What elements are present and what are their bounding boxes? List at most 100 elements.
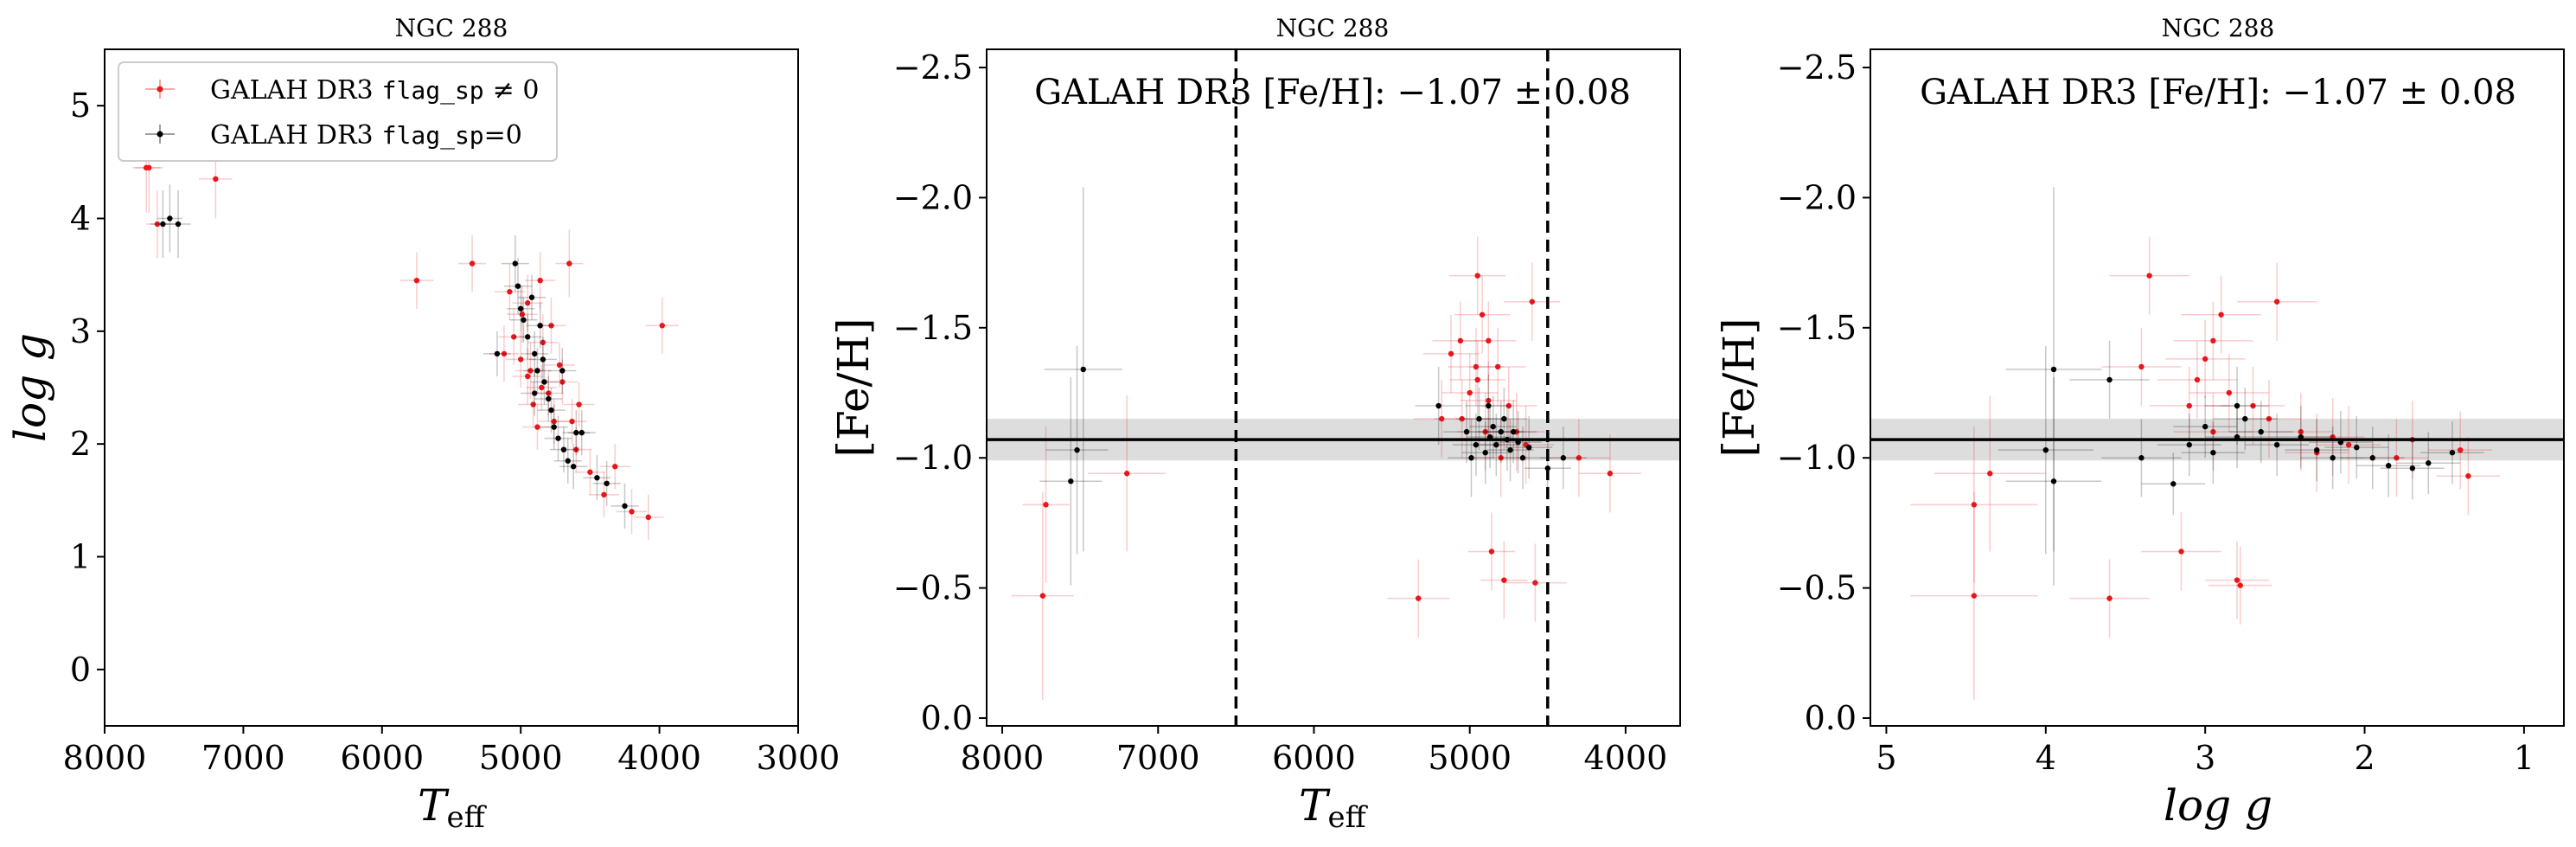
x-tick-label: 8000 — [63, 739, 147, 777]
data-point-flag-nonzero — [588, 472, 620, 517]
data-point-flag-zero — [2228, 401, 2293, 464]
data-point-flag-zero — [530, 359, 559, 405]
y-tick-label: 1 — [70, 538, 91, 576]
x-tick-label: 7000 — [1116, 739, 1200, 777]
data-point-flag-nonzero — [1467, 512, 1515, 591]
y-tick-label: 0 — [70, 651, 91, 689]
data-point-flag-nonzero — [1469, 327, 1526, 407]
x-tick-label: 1 — [2514, 739, 2534, 777]
y-tick-label: 3 — [70, 312, 91, 350]
data-point-flag-nonzero — [2237, 262, 2317, 341]
x-tick-label: 6000 — [340, 739, 424, 777]
data-point-flag-nonzero — [1934, 395, 2046, 552]
data-point-flag-nonzero — [2173, 393, 2253, 472]
y-tick-label: −2.5 — [893, 48, 973, 87]
y-tick-label: −1.0 — [893, 439, 973, 477]
panel-fehteff: NGC 288 8000 7000 6000 5000 4000 0.0 −0.5 −1.0 −… — [828, 14, 1681, 835]
y-tick-label: 5 — [70, 87, 91, 125]
data-point-flag-nonzero — [512, 348, 543, 405]
data-point-flag-nonzero — [539, 399, 570, 445]
y-tick-label: 2 — [70, 425, 91, 463]
data-point-flag-nonzero — [563, 382, 595, 427]
panel3-plot — [1870, 187, 2564, 700]
y-tick-label: −0.5 — [1777, 569, 1857, 607]
y-tick-label: −1.5 — [1777, 309, 1857, 347]
data-point-flag-nonzero — [2109, 236, 2189, 315]
data-point-flag-nonzero — [1449, 236, 1506, 315]
data-point-flag-nonzero — [2101, 327, 2182, 407]
data-point-flag-nonzero — [2317, 406, 2381, 484]
data-point-flag-zero — [1044, 187, 1122, 552]
x-tick-label: 5000 — [1428, 739, 1512, 777]
x-tick-label: 4000 — [617, 739, 701, 777]
data-point-flag-zero — [1465, 374, 1512, 438]
data-point-flag-zero — [1443, 401, 1491, 464]
panel1-xlabel-main: T — [418, 780, 450, 831]
data-point-flag-zero — [567, 410, 596, 456]
data-point-flag-nonzero — [1480, 541, 1528, 619]
panel3-ticks: 5 4 3 2 1 0.0 −0.5 −1.0 −1.5 −2.0 −2.5 — [1777, 48, 2534, 777]
panel1-plot — [132, 122, 680, 540]
data-point-flag-zero — [2205, 366, 2269, 446]
x-tick-label: 4000 — [1584, 739, 1668, 777]
panel3-xlabel: log g — [2164, 780, 2272, 831]
panel2-annotation: GALAH DR3 [Fe/H]: −1.07 ± 0.08 — [1034, 73, 1631, 112]
data-point-flag-zero — [583, 455, 611, 501]
data-point-flag-nonzero — [556, 399, 588, 445]
data-point-flag-zero — [1452, 414, 1499, 477]
data-point-flag-nonzero — [1504, 262, 1561, 341]
data-point-flag-zero — [2380, 437, 2445, 500]
x-tick-label: 7000 — [201, 739, 285, 777]
data-point-flag-nonzero — [2165, 319, 2246, 399]
data-point-flag-nonzero — [2149, 366, 2229, 446]
data-point-flag-zero — [553, 438, 582, 484]
data-point-flag-nonzero — [1422, 314, 1480, 394]
data-point-flag-zero — [1039, 376, 1103, 586]
data-point-flag-nonzero — [1578, 434, 1641, 513]
data-point-flag-zero — [528, 337, 557, 382]
data-point-flag-nonzero — [525, 252, 556, 309]
data-point-flag-nonzero — [1449, 340, 1506, 420]
data-point-flag-zero — [1998, 345, 2094, 555]
data-point-flag-nonzero — [2268, 393, 2333, 472]
data-point-flag-nonzero — [515, 342, 547, 400]
data-point-flag-zero — [503, 258, 533, 315]
data-point-flag-zero — [549, 427, 578, 472]
y-tick-label: 4 — [70, 200, 91, 238]
data-point-flag-nonzero — [1387, 559, 1450, 638]
data-point-flag-zero — [544, 415, 572, 461]
data-point-flag-nonzero — [517, 382, 549, 427]
data-point-flag-zero — [2396, 432, 2461, 495]
panel1-xlabel-sub: eff — [447, 800, 488, 835]
x-tick-label: 5 — [1876, 739, 1896, 777]
data-point-flag-nonzero — [1011, 491, 1074, 700]
data-point-flag-zero — [2356, 434, 2421, 497]
data-point-flag-nonzero — [1547, 419, 1610, 497]
data-point-flag-nonzero — [2428, 411, 2493, 490]
data-point-flag-zero — [559, 444, 588, 490]
data-point-flag-zero — [2300, 427, 2365, 490]
data-point-flag-zero — [2340, 427, 2405, 490]
data-point-flag-nonzero — [400, 252, 434, 309]
data-point-flag-nonzero — [507, 286, 538, 343]
data-point-flag-zero — [523, 348, 552, 394]
data-point-flag-zero — [1486, 419, 1534, 482]
data-point-flag-zero — [2141, 452, 2206, 516]
data-point-flag-nonzero — [1910, 427, 2038, 583]
data-point-flag-zero — [1045, 345, 1109, 555]
data-point-flag-zero — [2173, 395, 2238, 459]
data-point-flag-nonzero — [555, 229, 584, 298]
data-point-flag-nonzero — [526, 364, 557, 411]
legend-entry-2-prefix: GALAH DR3 — [210, 120, 374, 151]
data-point-flag-zero — [483, 330, 511, 376]
data-point-flag-nonzero — [505, 330, 536, 388]
panel-fehlogg: NGC 288 5 4 3 2 1 0.0 −0.5 −1.0 −1.5 −2.0 −2.5 GAL… — [1714, 14, 2565, 831]
panel1-frame — [104, 48, 799, 727]
y-tick-label: 0.0 — [921, 699, 973, 737]
legend-entry-1-suffix: ≠ 0 — [493, 75, 540, 106]
data-point-flag-zero — [562, 410, 591, 456]
legend-entry-1-prefix: GALAH DR3 — [210, 75, 374, 106]
data-point-flag-nonzero — [521, 404, 553, 450]
data-point-flag-zero — [2005, 376, 2102, 586]
